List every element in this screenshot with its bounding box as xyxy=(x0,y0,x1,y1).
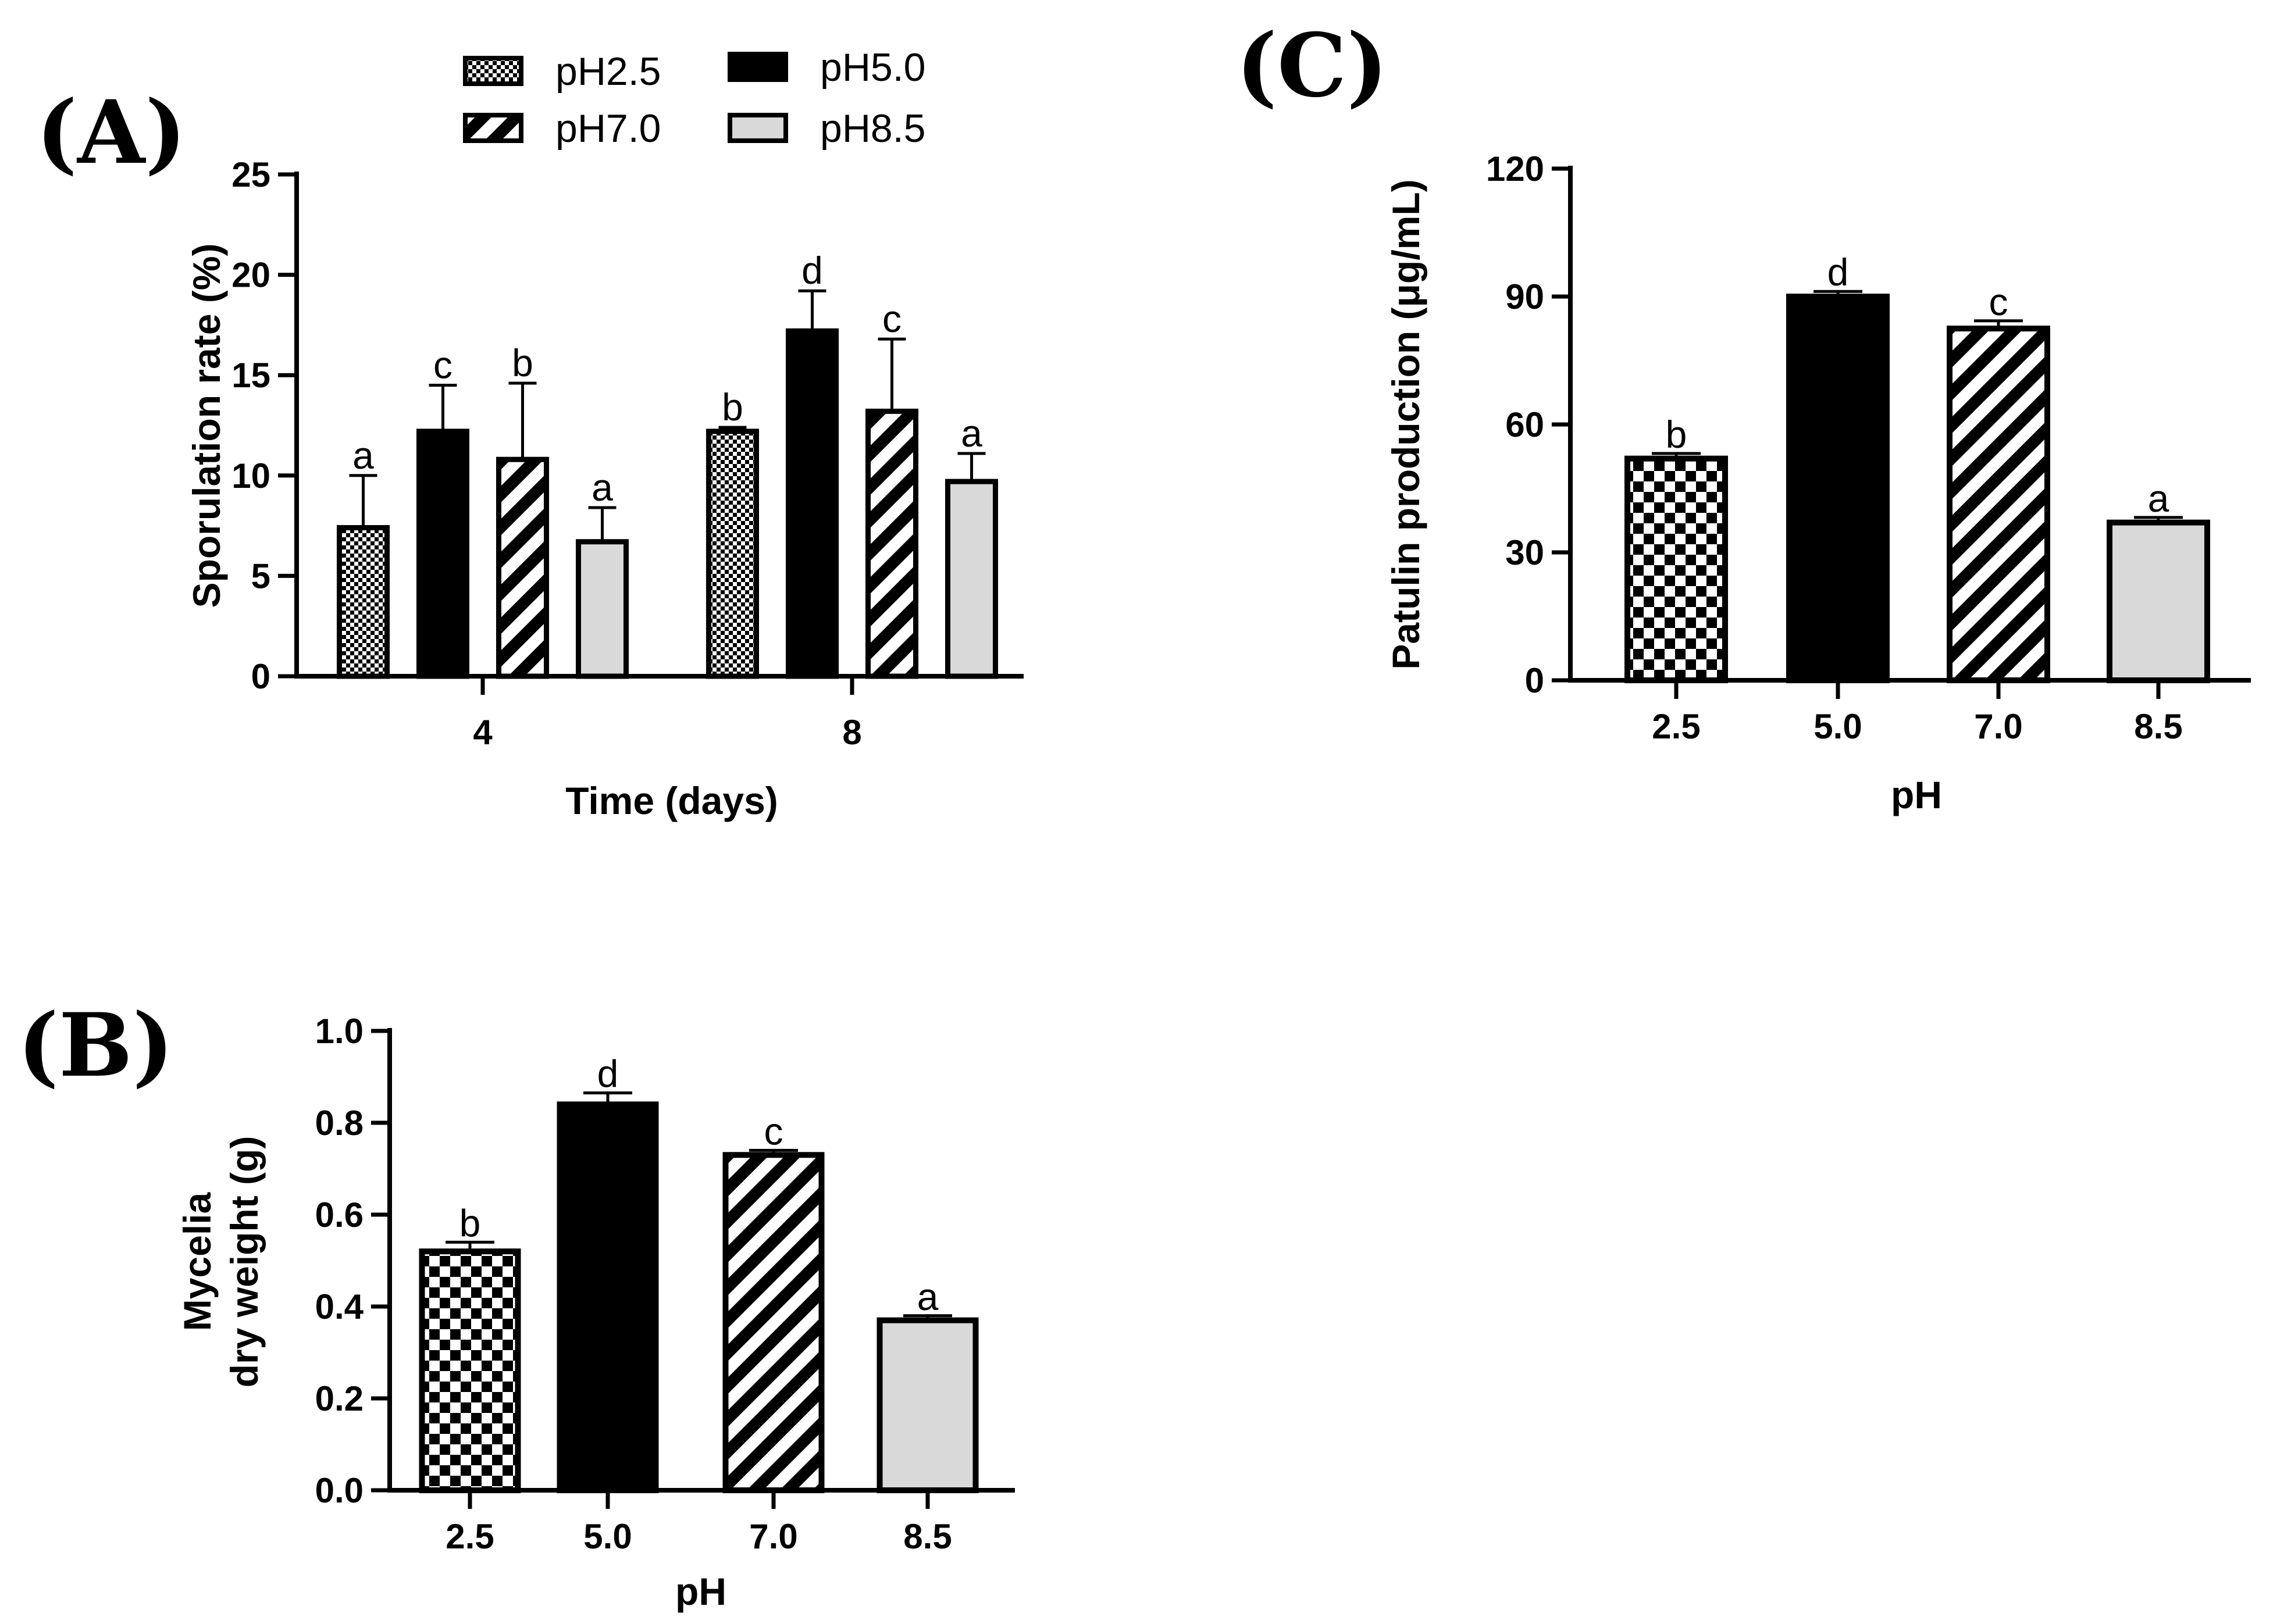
significance-letter: b xyxy=(459,1201,481,1244)
significance-letter: c xyxy=(433,343,453,386)
bar xyxy=(706,429,759,679)
legend-label-ph2-5: pH2.5 xyxy=(555,49,661,94)
y-tick-label: 10 xyxy=(231,456,270,495)
legend-swatch-ph5-0 xyxy=(728,52,788,82)
x-tick-label: 5.0 xyxy=(583,1517,632,1556)
chart-c-patulin: 0 30 60 90 120 2.5 b 5.0 d 7.0 c 8.5 a pH Patulin prod… xyxy=(1384,149,2251,816)
significance-letter: c xyxy=(882,297,902,340)
y-axis-title-line2: dry weight (g) xyxy=(223,1136,266,1388)
x-tick-label: 2.5 xyxy=(1652,707,1700,746)
y-tick-label: 0 xyxy=(251,657,270,696)
y-tick-label: 0.4 xyxy=(315,1287,364,1326)
significance-letter: d xyxy=(1827,251,1849,294)
legend-swatch-ph2-5 xyxy=(463,56,523,86)
panel-b-label: (B) xyxy=(17,994,174,1097)
significance-letter: b xyxy=(512,341,533,384)
bar xyxy=(1624,455,1728,684)
significance-letter: c xyxy=(764,1109,783,1152)
x-tick-label: 7.0 xyxy=(749,1517,797,1556)
y-tick-label: 25 xyxy=(231,155,270,194)
significance-letter: a xyxy=(917,1275,939,1318)
y-tick-label: 0.6 xyxy=(315,1195,364,1234)
significance-letter: a xyxy=(352,434,374,477)
legend-swatch-ph7-0 xyxy=(463,113,523,143)
significance-letter: d xyxy=(597,1052,619,1095)
y-tick-label: 30 xyxy=(1505,533,1544,572)
bar xyxy=(419,1248,521,1493)
y-tick-label: 0.8 xyxy=(315,1104,364,1143)
x-axis-title: pH xyxy=(675,1570,726,1613)
chart-b-mycelia: 0.0 0.2 0.4 0.6 0.8 1.0 2.5 b 5.0 d 7.0 c 8.5 a pH Myce… xyxy=(176,1012,1015,1613)
y-tick-label: 0.2 xyxy=(315,1379,364,1418)
bar xyxy=(945,479,998,679)
y-tick-label: 1.0 xyxy=(315,1012,364,1051)
bar xyxy=(865,408,918,679)
y-tick-label: 60 xyxy=(1505,405,1544,444)
significance-letter: a xyxy=(961,412,982,455)
legend-swatch-ph8-5 xyxy=(728,113,788,143)
legend-label-ph8-5: pH8.5 xyxy=(820,106,925,151)
x-tick-label: 7.0 xyxy=(1974,707,2022,746)
significance-letter: c xyxy=(1989,280,2008,323)
x-tick-label: 8 xyxy=(842,713,861,752)
significance-letter: b xyxy=(722,386,743,429)
bar xyxy=(2107,519,2210,684)
y-tick-label: 5 xyxy=(251,556,270,595)
y-tick-label: 90 xyxy=(1505,277,1544,316)
y-tick-label: 0.0 xyxy=(315,1471,364,1510)
bar xyxy=(1786,294,1890,683)
bar xyxy=(557,1101,659,1493)
bar xyxy=(1947,326,2050,683)
bar xyxy=(786,328,839,679)
chart-a-sporulation: 0 5 10 15 20 25 4 a c b a 8 b d c a Time (days) Sporulati… xyxy=(185,155,1024,822)
panel-c-label: (C) xyxy=(1236,15,1388,117)
significance-letter: d xyxy=(801,249,823,292)
significance-letter: a xyxy=(592,466,613,509)
bar xyxy=(576,539,629,679)
x-tick-label: 8.5 xyxy=(2134,707,2182,746)
x-axis-title: pH xyxy=(1891,773,1942,816)
legend-label-ph7-0: pH7.0 xyxy=(555,106,661,151)
legend: pH2.5 pH5.0 pH7.0 pH8.5 xyxy=(463,45,925,151)
x-tick-label: 2.5 xyxy=(446,1517,494,1556)
legend-label-ph5-0: pH5.0 xyxy=(820,45,925,90)
y-axis-title: Sporulation rate (%) xyxy=(185,243,228,608)
bar xyxy=(877,1317,979,1493)
significance-letter: a xyxy=(2148,477,2169,520)
x-tick-label: 5.0 xyxy=(1813,707,1862,746)
y-tick-label: 20 xyxy=(231,256,270,295)
y-tick-label: 15 xyxy=(231,356,270,395)
bar xyxy=(337,525,390,679)
y-axis-title: Patulin production (μg/mL) xyxy=(1384,179,1427,669)
y-axis-title-line1: Mycelia xyxy=(176,1191,219,1331)
bar xyxy=(722,1152,825,1494)
y-tick-label: 120 xyxy=(1486,149,1544,188)
significance-letter: b xyxy=(1666,413,1687,456)
x-axis-title: Time (days) xyxy=(565,779,778,822)
bar xyxy=(416,429,469,679)
x-tick-label: 8.5 xyxy=(903,1517,952,1556)
x-tick-label: 4 xyxy=(473,713,493,752)
y-tick-label: 0 xyxy=(1525,661,1544,700)
panel-a-label: (A) xyxy=(36,81,186,184)
bar xyxy=(496,456,549,679)
